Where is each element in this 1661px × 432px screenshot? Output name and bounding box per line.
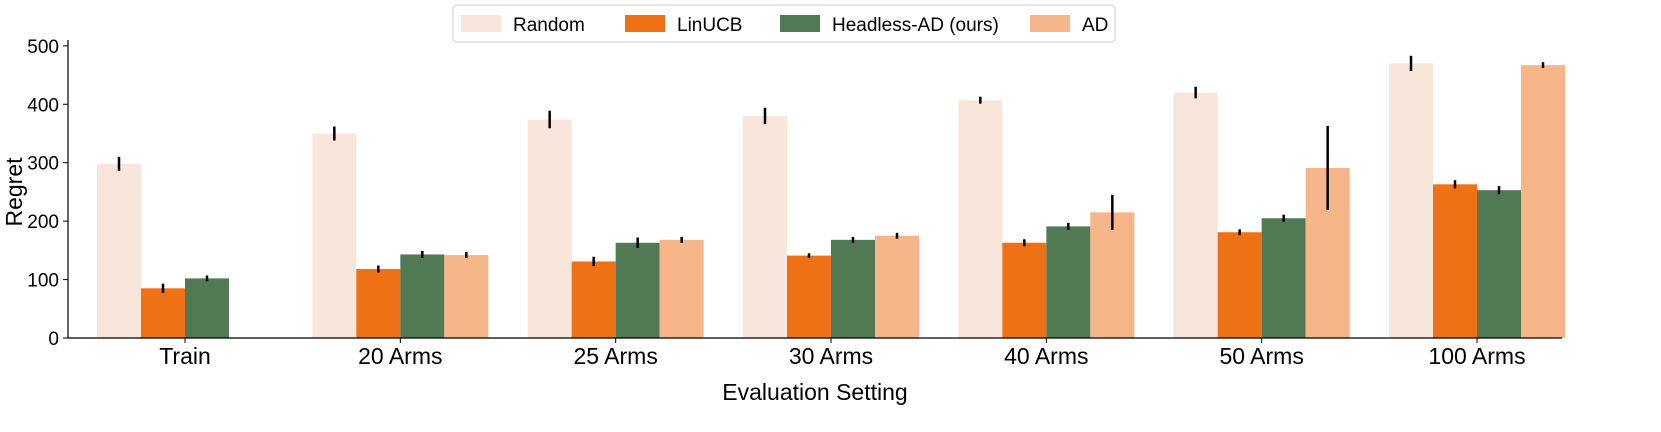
x-tick-label: Train — [159, 343, 211, 369]
x-tick-label: 20 Arms — [358, 343, 442, 369]
legend-label-random: Random — [513, 15, 585, 36]
bar-linucb-train — [141, 288, 185, 338]
bar-ad-100-arms — [1521, 65, 1565, 338]
bar-random-20-arms — [312, 133, 357, 338]
bar-linucb-100-arms — [1433, 184, 1477, 338]
legend: Random LinUCB Headless-AD (ours) AD — [452, 4, 1116, 43]
bar-linucb-40-arms — [1002, 242, 1047, 338]
x-tick-label: 100 Arms — [1428, 343, 1525, 369]
y-tick-label: 200 — [27, 212, 59, 233]
legend-swatch-linucb — [625, 15, 665, 32]
x-tick-label: 25 Arms — [573, 343, 657, 369]
legend-swatch-ad — [1030, 15, 1070, 32]
bar-random-25-arms — [527, 119, 572, 338]
bar-random-40-arms — [958, 100, 1003, 338]
y-tick-label: 100 — [27, 271, 59, 292]
bar-linucb-30-arms — [787, 255, 831, 338]
legend-label-ad: AD — [1082, 15, 1108, 36]
legend-label-headless-ad-ours: Headless-AD (ours) — [832, 15, 999, 36]
bar-headless-ad-ours-100-arms — [1477, 190, 1521, 338]
x-tick-label: 50 Arms — [1219, 343, 1303, 369]
bar-random-train — [97, 163, 141, 338]
y-tick-label: 0 — [48, 329, 59, 350]
bar-random-50-arms — [1173, 92, 1218, 339]
x-tick-label: 40 Arms — [1004, 343, 1088, 369]
legend-label-linucb: LinUCB — [677, 15, 742, 36]
x-tick-label: 30 Arms — [789, 343, 873, 369]
axes: Train 20 Arms 25 Arms 30 Arms 40 Arms 50 Arms… — [27, 37, 1562, 369]
bar-headless-ad-ours-50-arms — [1261, 218, 1306, 338]
bar-headless-ad-ours-40-arms — [1046, 226, 1091, 338]
y-tick-label: 500 — [27, 37, 59, 58]
legend-swatch-random — [461, 15, 501, 32]
bar-random-30-arms — [743, 115, 787, 338]
bar-ad-20-arms — [444, 255, 489, 338]
bar-headless-ad-ours-30-arms — [831, 239, 875, 338]
bar-linucb-25-arms — [571, 261, 616, 338]
legend-swatch-headless-ad-ours — [780, 15, 820, 32]
bar-ad-30-arms — [875, 235, 919, 338]
y-tick-label: 400 — [27, 95, 59, 116]
bar-headless-ad-ours-20-arms — [400, 254, 445, 338]
bar-ad-25-arms — [659, 239, 704, 338]
bar-linucb-50-arms — [1217, 232, 1262, 338]
y-tick-label: 300 — [27, 154, 59, 175]
x-axis-label: Evaluation Setting — [722, 379, 907, 405]
bar-ad-40-arms — [1090, 212, 1135, 338]
bar-headless-ad-ours-25-arms — [615, 242, 660, 338]
error-bars — [117, 55, 1545, 294]
y-axis-label: Regret — [1, 157, 27, 227]
bars — [97, 63, 1565, 339]
bar-headless-ad-ours-train — [185, 278, 229, 338]
bar-linucb-20-arms — [356, 269, 401, 338]
bar-random-100-arms — [1389, 63, 1433, 338]
